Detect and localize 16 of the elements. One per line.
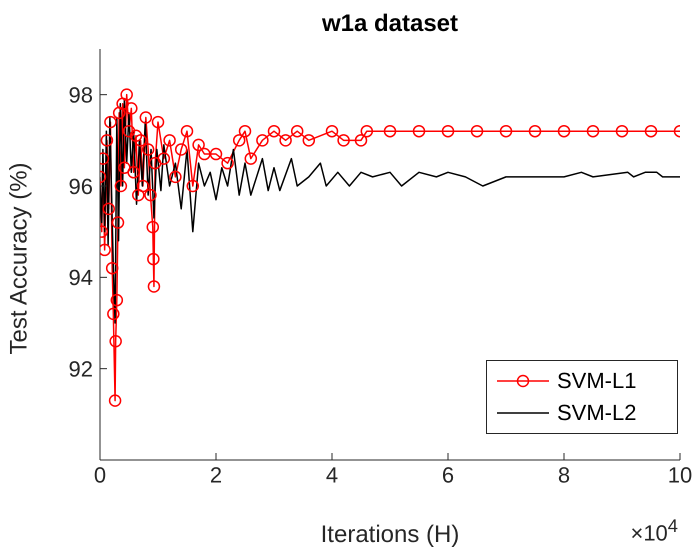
y-tick-label: 94 — [68, 265, 93, 290]
legend-label: SVM-L1 — [557, 368, 636, 394]
y-tick-label: 96 — [68, 174, 93, 199]
y-tick-label: 98 — [68, 82, 93, 108]
x-tick-label: 0 — [94, 462, 106, 488]
y-axis-title: Test Accuracy (%) — [6, 162, 33, 354]
text: ×10$^{4}$ — [630, 514, 678, 546]
x-tick-label: 6 — [442, 462, 454, 488]
x-tick-label: 10 — [668, 462, 692, 488]
x-tick-label: 4 — [326, 462, 338, 488]
y-tick-label: 92 — [68, 356, 93, 382]
x-tick-label: 8 — [558, 462, 570, 488]
legend-label: SVM-L2 — [557, 400, 636, 426]
x-tick-label: 2 — [210, 462, 222, 488]
x-axis-title: Iterations (H) — [320, 521, 460, 548]
chart-title: w1a dataset — [320, 10, 460, 38]
